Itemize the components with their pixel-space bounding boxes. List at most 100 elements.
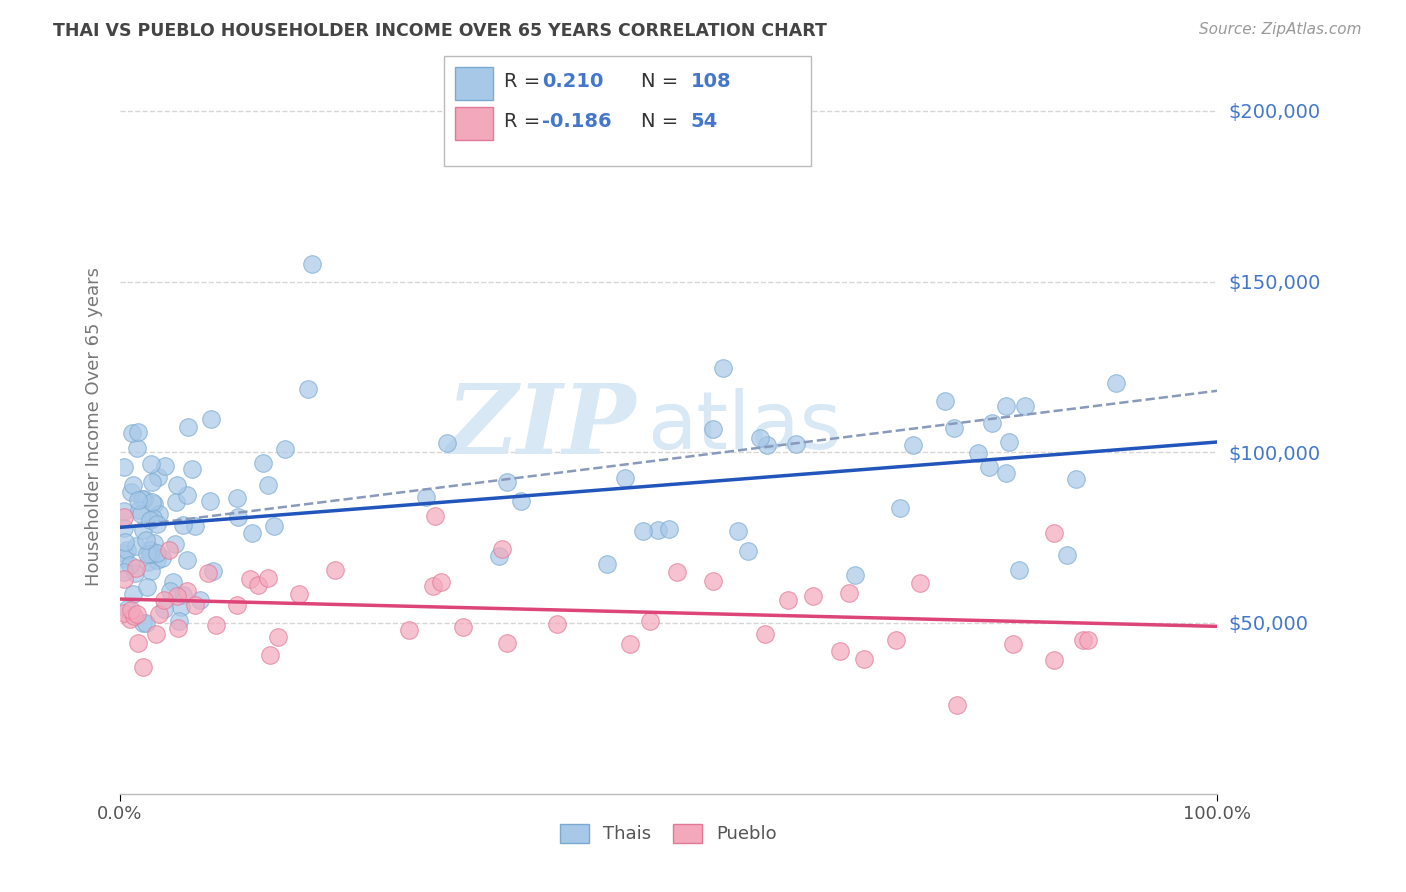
Point [162, 575, 184, 590]
Point [998, 434, 1021, 449]
Point [112, 565, 135, 579]
Point [145, 553, 167, 567]
Point [614, 470, 637, 484]
Point [125, 441, 148, 455]
Point [657, 522, 679, 536]
Text: Source: ZipAtlas.com: Source: ZipAtlas.com [1198, 22, 1361, 37]
Point [138, 543, 160, 558]
Point [127, 492, 149, 507]
Point [436, 435, 458, 450]
Point [148, 508, 170, 522]
Point [994, 399, 1017, 413]
Point [141, 495, 163, 509]
Point [323, 563, 346, 577]
Point [901, 437, 924, 451]
Point [163, 537, 186, 551]
Point [934, 394, 956, 409]
Point [263, 519, 285, 533]
Point [228, 510, 250, 524]
Point [398, 623, 420, 637]
Point [176, 553, 198, 567]
Point [226, 491, 249, 505]
Point [226, 598, 249, 612]
Point [946, 698, 969, 713]
Point [1002, 637, 1025, 651]
Point [132, 615, 155, 630]
Point [172, 518, 194, 533]
Y-axis label: Householder Income Over 65 years: Householder Income Over 65 years [86, 267, 103, 586]
Point [166, 478, 188, 492]
Point [167, 614, 190, 628]
Point [136, 547, 159, 561]
Point [204, 617, 226, 632]
Point [247, 578, 270, 592]
Point [127, 636, 149, 650]
Point [510, 494, 533, 508]
Point [853, 652, 876, 666]
Point [425, 508, 447, 523]
Point [112, 521, 135, 535]
Point [183, 598, 205, 612]
Point [1042, 525, 1064, 540]
Point [145, 627, 167, 641]
Point [145, 516, 167, 531]
Point [150, 550, 173, 565]
Point [132, 660, 155, 674]
Point [422, 579, 444, 593]
Point [995, 466, 1018, 480]
Point [122, 587, 145, 601]
Point [415, 490, 437, 504]
Point [112, 551, 135, 566]
Point [112, 572, 135, 586]
Point [1056, 548, 1078, 562]
Point [131, 491, 153, 506]
Point [131, 507, 153, 521]
Point [112, 546, 135, 560]
Point [252, 456, 274, 470]
Text: THAI VS PUEBLO HOUSEHOLDER INCOME OVER 65 YEARS CORRELATION CHART: THAI VS PUEBLO HOUSEHOLDER INCOME OVER 6… [53, 22, 827, 40]
Point [1077, 632, 1099, 647]
Point [118, 558, 141, 573]
Point [1064, 472, 1087, 486]
Point [202, 564, 225, 578]
Point [112, 510, 135, 524]
Point [702, 574, 724, 589]
Text: atlas: atlas [647, 388, 841, 466]
Point [200, 411, 222, 425]
Point [240, 525, 263, 540]
Point [155, 459, 177, 474]
Text: R =: R = [503, 72, 547, 91]
Point [112, 460, 135, 475]
Point [633, 524, 655, 539]
Point [981, 416, 1004, 430]
Point [737, 544, 759, 558]
Point [711, 360, 734, 375]
Point [238, 573, 260, 587]
Point [139, 547, 162, 561]
Text: -0.186: -0.186 [543, 112, 612, 131]
Point [638, 615, 661, 629]
Point [287, 587, 309, 601]
Point [112, 607, 135, 621]
Point [830, 644, 852, 658]
Point [112, 503, 135, 517]
Point [166, 621, 188, 635]
Point [748, 431, 770, 445]
Point [176, 584, 198, 599]
Text: N =: N = [641, 112, 685, 131]
Point [120, 612, 142, 626]
Point [942, 421, 965, 435]
Point [142, 510, 165, 524]
Text: N =: N = [641, 72, 685, 91]
Point [139, 513, 162, 527]
Point [143, 497, 166, 511]
Point [908, 575, 931, 590]
Point [727, 524, 749, 538]
Point [1104, 376, 1126, 391]
Point [190, 593, 212, 607]
Point [114, 535, 136, 549]
Point [128, 503, 150, 517]
Point [496, 475, 519, 490]
Point [778, 592, 800, 607]
Text: 108: 108 [690, 72, 731, 91]
